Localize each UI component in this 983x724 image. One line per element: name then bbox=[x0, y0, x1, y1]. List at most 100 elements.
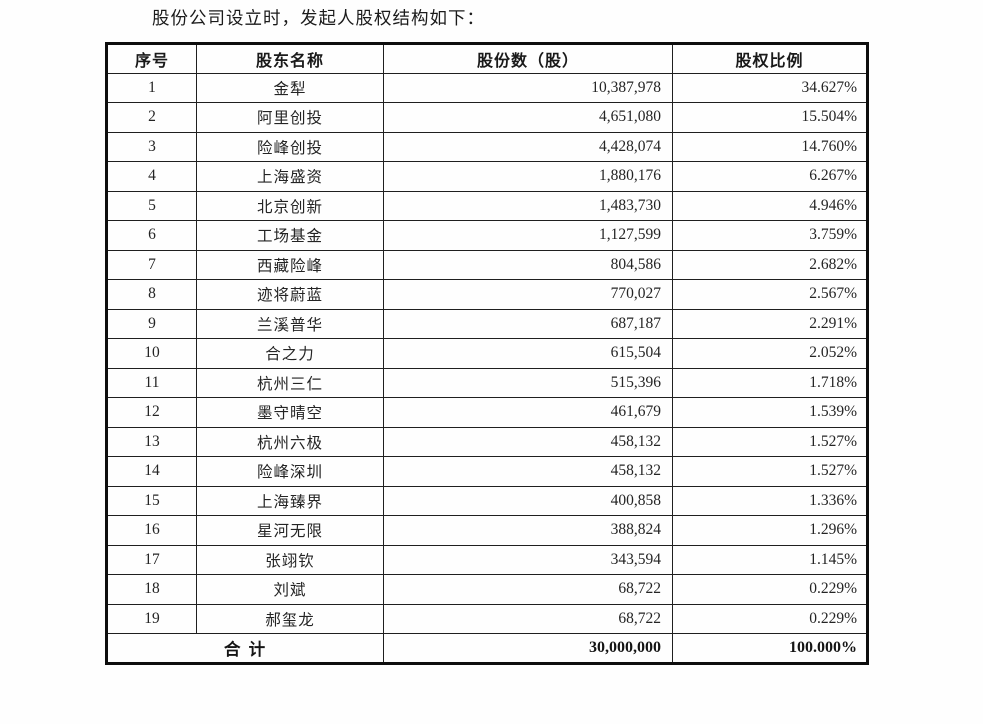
cell-ratio: 1.539% bbox=[672, 397, 868, 428]
table-body: 1 金犁 10,387,978 34.627% 2 阿里创投 4,651,080 15.504… bbox=[106, 72, 868, 634]
cell-shareholder: 上海盛资 bbox=[196, 161, 384, 192]
cell-shares: 68,722 bbox=[383, 603, 673, 634]
header-cell-ratio: 股权比例 bbox=[672, 43, 868, 74]
cell-index: 3 bbox=[106, 131, 197, 162]
total-label: 合 计 bbox=[106, 633, 384, 664]
cell-index: 9 bbox=[106, 308, 197, 339]
cell-shareholder: 金犁 bbox=[196, 72, 384, 103]
cell-ratio: 1.296% bbox=[672, 515, 868, 546]
table-row: 4 上海盛资 1,880,176 6.267% bbox=[106, 161, 868, 192]
cell-shares: 804,586 bbox=[383, 249, 673, 280]
cell-index: 2 bbox=[106, 102, 197, 133]
table-row: 18 刘斌 68,722 0.229% bbox=[106, 574, 868, 605]
table-row: 8 迹将蔚蓝 770,027 2.567% bbox=[106, 279, 868, 310]
table-row: 3 险峰创投 4,428,074 14.760% bbox=[106, 131, 868, 162]
cell-ratio: 34.627% bbox=[672, 72, 868, 103]
cell-shareholder: 险峰深圳 bbox=[196, 456, 384, 487]
total-row: 合 计 30,000,000 100.000% bbox=[106, 633, 868, 664]
cell-shares: 1,880,176 bbox=[383, 161, 673, 192]
cell-shares: 1,127,599 bbox=[383, 220, 673, 251]
cell-shareholder: 上海臻界 bbox=[196, 485, 384, 516]
cell-shares: 343,594 bbox=[383, 544, 673, 575]
cell-ratio: 0.229% bbox=[672, 603, 868, 634]
table-header-row: 序号 股东名称 股份数（股） 股权比例 bbox=[106, 43, 868, 74]
cell-ratio: 1.527% bbox=[672, 456, 868, 487]
cell-shareholder: 阿里创投 bbox=[196, 102, 384, 133]
cell-ratio: 1.718% bbox=[672, 367, 868, 398]
cell-shares: 400,858 bbox=[383, 485, 673, 516]
cell-shareholder: 星河无限 bbox=[196, 515, 384, 546]
cell-index: 8 bbox=[106, 279, 197, 310]
cell-index: 5 bbox=[106, 190, 197, 221]
table-row: 13 杭州六极 458,132 1.527% bbox=[106, 426, 868, 457]
table-row: 9 兰溪普华 687,187 2.291% bbox=[106, 308, 868, 339]
total-ratio: 100.000% bbox=[672, 633, 868, 664]
cell-ratio: 0.229% bbox=[672, 574, 868, 605]
cell-shares: 615,504 bbox=[383, 338, 673, 369]
cell-index: 17 bbox=[106, 544, 197, 575]
cell-shareholder: 兰溪普华 bbox=[196, 308, 384, 339]
table-row: 16 星河无限 388,824 1.296% bbox=[106, 515, 868, 546]
cell-ratio: 2.682% bbox=[672, 249, 868, 280]
cell-shares: 461,679 bbox=[383, 397, 673, 428]
cell-shareholder: 西藏险峰 bbox=[196, 249, 384, 280]
cell-ratio: 1.336% bbox=[672, 485, 868, 516]
table-row: 14 险峰深圳 458,132 1.527% bbox=[106, 456, 868, 487]
table-row: 2 阿里创投 4,651,080 15.504% bbox=[106, 102, 868, 133]
cell-ratio: 6.267% bbox=[672, 161, 868, 192]
cell-shares: 1,483,730 bbox=[383, 190, 673, 221]
cell-shares: 458,132 bbox=[383, 426, 673, 457]
header-cell-shares: 股份数（股） bbox=[383, 43, 673, 74]
table-row: 6 工场基金 1,127,599 3.759% bbox=[106, 220, 868, 251]
cell-shares: 388,824 bbox=[383, 515, 673, 546]
table-row: 17 张翊钦 343,594 1.145% bbox=[106, 544, 868, 575]
table-row: 12 墨守晴空 461,679 1.539% bbox=[106, 397, 868, 428]
cell-shareholder: 墨守晴空 bbox=[196, 397, 384, 428]
cell-ratio: 2.291% bbox=[672, 308, 868, 339]
cell-index: 1 bbox=[106, 72, 197, 103]
header-cell-shareholder: 股东名称 bbox=[196, 43, 384, 74]
cell-shareholder: 杭州六极 bbox=[196, 426, 384, 457]
table-row: 11 杭州三仁 515,396 1.718% bbox=[106, 367, 868, 398]
cell-index: 15 bbox=[106, 485, 197, 516]
cell-shareholder: 张翊钦 bbox=[196, 544, 384, 575]
table-row: 7 西藏险峰 804,586 2.682% bbox=[106, 249, 868, 280]
cell-shareholder: 刘斌 bbox=[196, 574, 384, 605]
cell-index: 12 bbox=[106, 397, 197, 428]
table-row: 10 合之力 615,504 2.052% bbox=[106, 338, 868, 369]
shareholders-table: 序号 股东名称 股份数（股） 股权比例 1 金犁 10,387,978 34.627%… bbox=[105, 42, 869, 665]
cell-ratio: 1.145% bbox=[672, 544, 868, 575]
cell-shares: 10,387,978 bbox=[383, 72, 673, 103]
cell-ratio: 3.759% bbox=[672, 220, 868, 251]
cell-shares: 68,722 bbox=[383, 574, 673, 605]
cell-ratio: 4.946% bbox=[672, 190, 868, 221]
cell-index: 11 bbox=[106, 367, 197, 398]
cell-index: 6 bbox=[106, 220, 197, 251]
cell-index: 7 bbox=[106, 249, 197, 280]
cell-shares: 515,396 bbox=[383, 367, 673, 398]
cell-index: 13 bbox=[106, 426, 197, 457]
cell-shareholder: 郝玺龙 bbox=[196, 603, 384, 634]
cell-shares: 458,132 bbox=[383, 456, 673, 487]
cell-index: 10 bbox=[106, 338, 197, 369]
cell-ratio: 2.567% bbox=[672, 279, 868, 310]
cell-shareholder: 合之力 bbox=[196, 338, 384, 369]
cell-ratio: 15.504% bbox=[672, 102, 868, 133]
cell-index: 4 bbox=[106, 161, 197, 192]
cell-index: 14 bbox=[106, 456, 197, 487]
cell-shares: 4,428,074 bbox=[383, 131, 673, 162]
cell-shares: 4,651,080 bbox=[383, 102, 673, 133]
cell-shareholder: 工场基金 bbox=[196, 220, 384, 251]
total-shares: 30,000,000 bbox=[383, 633, 673, 664]
cell-shareholder: 险峰创投 bbox=[196, 131, 384, 162]
page-title: 股份公司设立时，发起人股权结构如下： bbox=[152, 8, 485, 28]
cell-ratio: 1.527% bbox=[672, 426, 868, 457]
cell-index: 19 bbox=[106, 603, 197, 634]
cell-shares: 770,027 bbox=[383, 279, 673, 310]
cell-shares: 687,187 bbox=[383, 308, 673, 339]
cell-shareholder: 北京创新 bbox=[196, 190, 384, 221]
cell-shareholder: 迹将蔚蓝 bbox=[196, 279, 384, 310]
cell-ratio: 2.052% bbox=[672, 338, 868, 369]
header-cell-index: 序号 bbox=[106, 43, 197, 74]
